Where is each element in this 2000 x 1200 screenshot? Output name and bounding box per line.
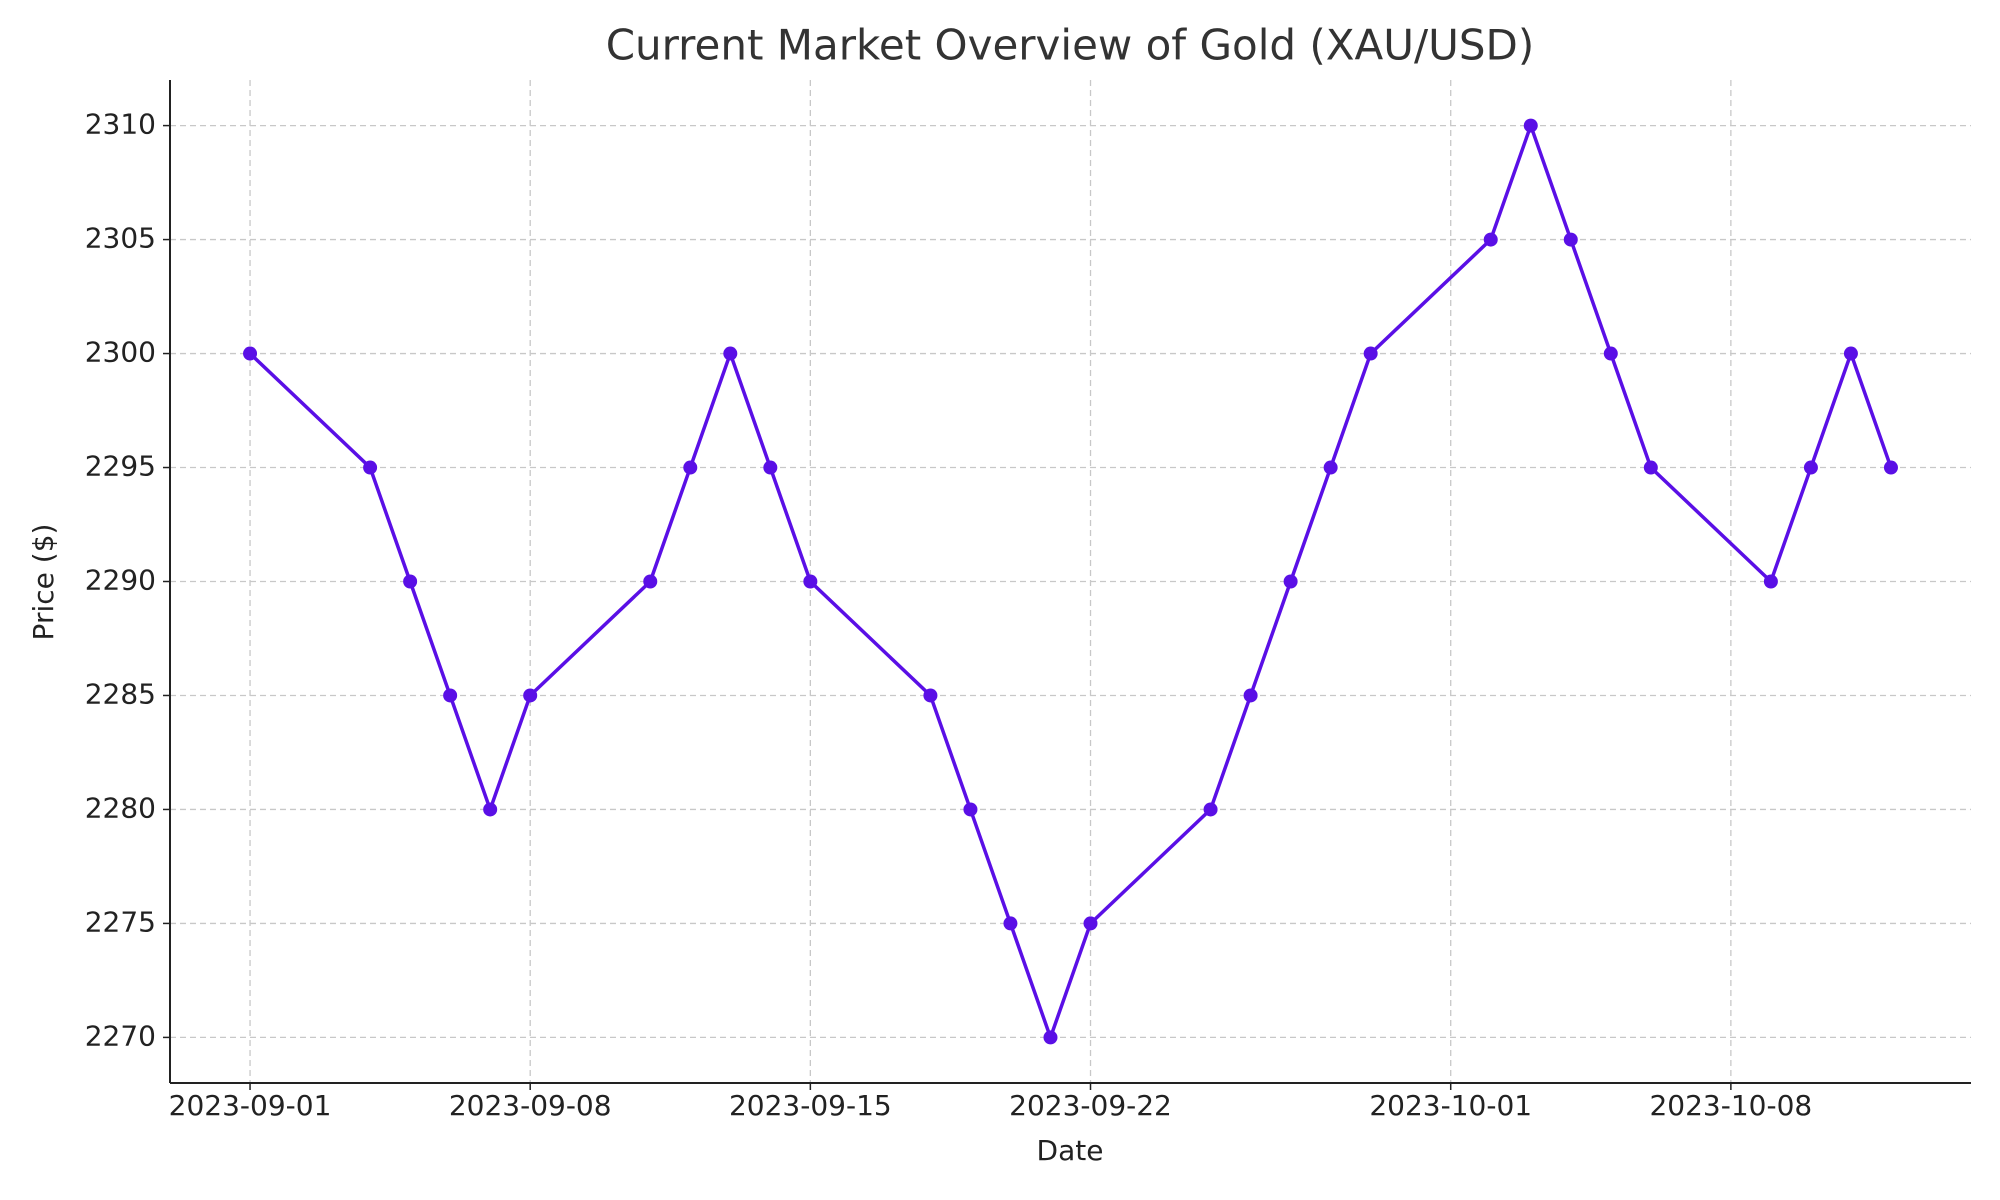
y-tick-label: 2295 — [85, 450, 156, 483]
point — [803, 574, 818, 589]
chart-title: Current Market Overview of Gold (XAU/USD… — [606, 21, 1535, 70]
y-tick-label: 2310 — [85, 108, 156, 141]
point — [1763, 574, 1778, 589]
point — [1483, 232, 1498, 247]
point — [1323, 460, 1338, 475]
y-tick-label: 2305 — [85, 222, 156, 255]
point — [483, 802, 498, 817]
x-axis-label: Date — [1037, 1134, 1104, 1167]
point — [1083, 916, 1098, 931]
point — [723, 346, 738, 361]
y-tick-label: 2275 — [85, 905, 156, 938]
x-tick-label: 2023-09-22 — [1009, 1089, 1172, 1122]
point — [1043, 1030, 1058, 1045]
y-tick-label: 2280 — [85, 791, 156, 824]
line — [248, 120, 1893, 1043]
point — [643, 574, 658, 589]
y-tick-label: 2285 — [85, 677, 156, 710]
point — [1203, 802, 1218, 817]
x-tick-label: 2023-10-08 — [1649, 1089, 1812, 1122]
point — [1523, 118, 1538, 133]
x-tick-label: 2023-10-01 — [1369, 1089, 1532, 1122]
y-tick-label: 2290 — [85, 564, 156, 597]
point — [683, 460, 698, 475]
point — [1283, 574, 1298, 589]
point — [1803, 460, 1818, 475]
y-axis-label: Price ($) — [27, 524, 60, 641]
point — [963, 802, 978, 817]
point — [1883, 460, 1898, 475]
x-tick-label: 2023-09-08 — [449, 1089, 612, 1122]
point — [1843, 346, 1858, 361]
point — [1643, 460, 1658, 475]
point — [1243, 688, 1258, 703]
point — [443, 688, 458, 703]
point — [1363, 346, 1378, 361]
x-tick-label: 2023-09-15 — [729, 1089, 892, 1122]
point — [763, 460, 778, 475]
point — [363, 460, 378, 475]
point — [243, 346, 258, 361]
point — [523, 688, 538, 703]
y-tick-label: 2270 — [85, 1019, 156, 1052]
point — [923, 688, 938, 703]
point — [1603, 346, 1618, 361]
y-tick-label: 2300 — [85, 336, 156, 369]
point — [1003, 916, 1018, 931]
x-tick-label: 2023-09-01 — [169, 1089, 332, 1122]
point — [403, 574, 418, 589]
point — [1563, 232, 1578, 247]
